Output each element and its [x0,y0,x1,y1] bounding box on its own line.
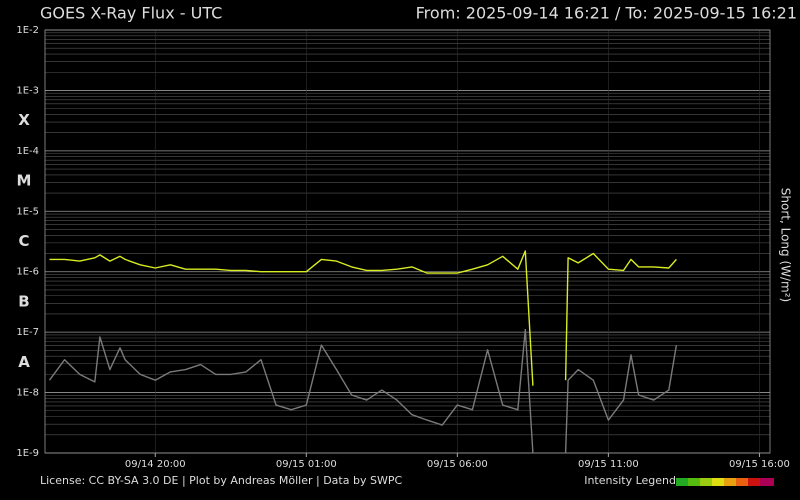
x-tick-label: 09/15 06:00 [427,459,488,470]
y-tick-label: 1E-8 [16,388,39,399]
footer: License: CC BY-SA 3.0 DE | Plot by Andre… [40,474,402,487]
y-tick-label: 1E-7 [16,327,39,338]
flare-class-label: M [17,172,32,190]
x-tick-label: 09/14 20:00 [125,459,186,470]
flare-class-label: B [18,292,29,310]
flare-class-label: A [18,353,30,371]
flare-class-label: X [18,111,30,129]
y-tick-label: 1E-9 [16,448,39,459]
y-tick-label: 1E-3 [16,85,39,96]
x-tick-label: 09/15 01:00 [276,459,337,470]
flux-line [49,250,677,386]
flux-line [48,328,678,454]
intensity-legend-label: Intensity Legend [584,474,676,487]
time-range: From: 2025-09-14 16:21 / To: 2025-09-15 … [416,4,797,23]
y-tick-label: 1E-2 [16,25,39,36]
plot-frame [44,29,771,454]
flare-class-label: C [18,232,29,250]
y-tick-label: 1E-6 [16,267,39,278]
chart-title: GOES X-Ray Flux - UTC [40,4,222,23]
x-tick-label: 09/15 11:00 [578,459,639,470]
y-tick-label: 1E-5 [16,206,39,217]
x-tick-label: 09/15 16:00 [729,459,790,470]
intensity-legend-bar [676,478,774,486]
y-tick-label: 1E-4 [16,146,39,157]
y-axis-label: Short, Long (W/m²) [779,188,793,302]
